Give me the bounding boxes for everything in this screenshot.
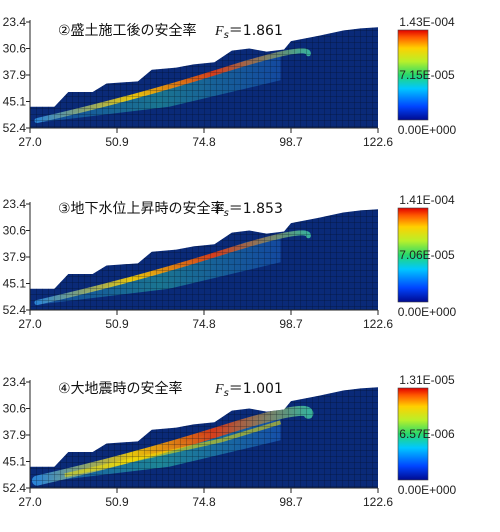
x-tick-label: 27.0	[18, 135, 42, 149]
colorbar	[397, 207, 429, 303]
x-tick-label: 122.6	[363, 495, 393, 509]
y-tick-label: 30.6	[3, 224, 27, 238]
x-tick-label: 98.7	[279, 135, 303, 149]
fs-value: Fs＝1.001	[214, 381, 283, 399]
fs-value: Fs＝1.861	[214, 23, 283, 41]
colorbar-min-label: 0.00E+000	[398, 483, 457, 497]
colorbar-max-label: 1.43E-004	[399, 15, 455, 29]
colorbar-max-label: 1.31E-005	[399, 373, 455, 387]
panel-title: ②盛土施工後の安全率	[58, 22, 197, 39]
colorbar-mid-label: 7.15E-005	[399, 68, 455, 82]
y-tick-label: 52.4	[3, 303, 27, 317]
y-tick-label: 37.9	[3, 68, 27, 82]
y-tick-label: 30.6	[3, 402, 27, 416]
y-tick-label: 52.4	[3, 481, 27, 495]
y-tick-label: 23.4	[3, 15, 27, 29]
panel-title: ④大地震時の安全率	[58, 380, 183, 397]
y-tick-label: 45.1	[3, 277, 27, 291]
panel-4: 27.0 50.9 74.8 98.7 122.6 23.4 30.6 37.9 45.1 52.…	[3, 373, 457, 509]
x-tick-label: 122.6	[363, 317, 393, 331]
y-tick-label: 23.4	[3, 197, 27, 211]
x-tick-label: 98.7	[279, 317, 303, 331]
panel-3: 27.0 50.9 74.8 98.7 122.6 23.4 30.6 37.9 45.1 52.…	[3, 193, 457, 331]
colorbar-mid-label: 7.06E-005	[399, 248, 455, 262]
x-tick-label: 27.0	[18, 495, 42, 509]
colorbar-min-label: 0.00E+000	[398, 123, 457, 137]
x-tick-label: 50.9	[105, 135, 129, 149]
y-tick-label: 52.4	[3, 121, 27, 135]
fem-mesh	[30, 387, 378, 488]
y-tick-label: 23.4	[3, 375, 27, 389]
x-tick-label: 74.8	[192, 317, 216, 331]
panel-2: 27.0 50.9 74.8 98.7 122.6 23.4 30.6 37.9 45.1 52.…	[3, 15, 457, 149]
colorbar-mid-label: 6.57E-006	[399, 427, 455, 441]
y-tick-label: 45.1	[3, 95, 27, 109]
colorbar	[397, 387, 429, 481]
y-tick-label: 45.1	[3, 455, 27, 469]
colorbar-max-label: 1.41E-004	[399, 193, 455, 207]
x-tick-label: 50.9	[105, 495, 129, 509]
x-tick-label: 98.7	[279, 495, 303, 509]
panel-title: ③地下水位上昇時の安全率	[58, 200, 225, 217]
x-tick-label: 27.0	[18, 317, 42, 331]
y-tick-label: 37.9	[3, 250, 27, 264]
x-tick-label: 50.9	[105, 317, 129, 331]
y-tick-label: 37.9	[3, 428, 27, 442]
x-tick-label: 74.8	[192, 135, 216, 149]
colorbar-min-label: 0.00E+000	[398, 305, 457, 319]
y-tick-label: 30.6	[3, 42, 27, 56]
colorbar	[397, 29, 429, 121]
fs-value: Fs＝1.853	[214, 201, 283, 219]
x-tick-label: 122.6	[363, 135, 393, 149]
x-tick-label: 74.8	[192, 495, 216, 509]
fem-mesh	[30, 209, 378, 310]
